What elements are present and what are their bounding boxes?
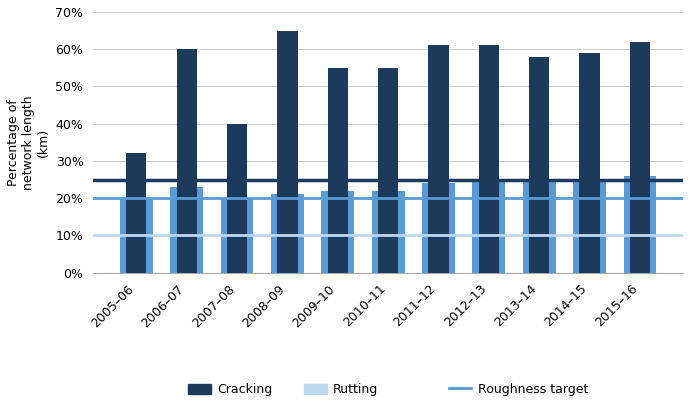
- Bar: [120, 213, 152, 273]
- Bar: [126, 154, 146, 273]
- Bar: [271, 194, 304, 273]
- Bar: [473, 180, 505, 273]
- Bar: [170, 261, 203, 273]
- Bar: [221, 228, 253, 273]
- Bar: [170, 187, 203, 273]
- Bar: [624, 176, 656, 273]
- Bar: [630, 42, 650, 273]
- Bar: [120, 198, 152, 273]
- Bar: [422, 265, 455, 273]
- Bar: [523, 180, 555, 273]
- Bar: [221, 198, 253, 273]
- Bar: [277, 30, 297, 273]
- Bar: [479, 45, 499, 273]
- Bar: [322, 191, 354, 273]
- Bar: [372, 261, 404, 273]
- Bar: [428, 45, 448, 273]
- Y-axis label: Percentage of
network length
(km): Percentage of network length (km): [7, 95, 50, 190]
- Bar: [177, 49, 197, 273]
- Legend: Cracking, Roughness, Rutting, Cracking target, Roughness target, Rutting target: Cracking, Roughness, Rutting, Cracking t…: [184, 378, 593, 401]
- Bar: [328, 68, 348, 273]
- Bar: [227, 124, 247, 273]
- Bar: [624, 254, 656, 273]
- Bar: [573, 258, 606, 273]
- Bar: [523, 258, 555, 273]
- Bar: [322, 261, 354, 273]
- Bar: [422, 183, 455, 273]
- Bar: [473, 261, 505, 273]
- Bar: [271, 261, 304, 273]
- Bar: [580, 53, 600, 273]
- Bar: [529, 57, 549, 273]
- Bar: [378, 68, 398, 273]
- Bar: [573, 180, 606, 273]
- Bar: [372, 191, 404, 273]
